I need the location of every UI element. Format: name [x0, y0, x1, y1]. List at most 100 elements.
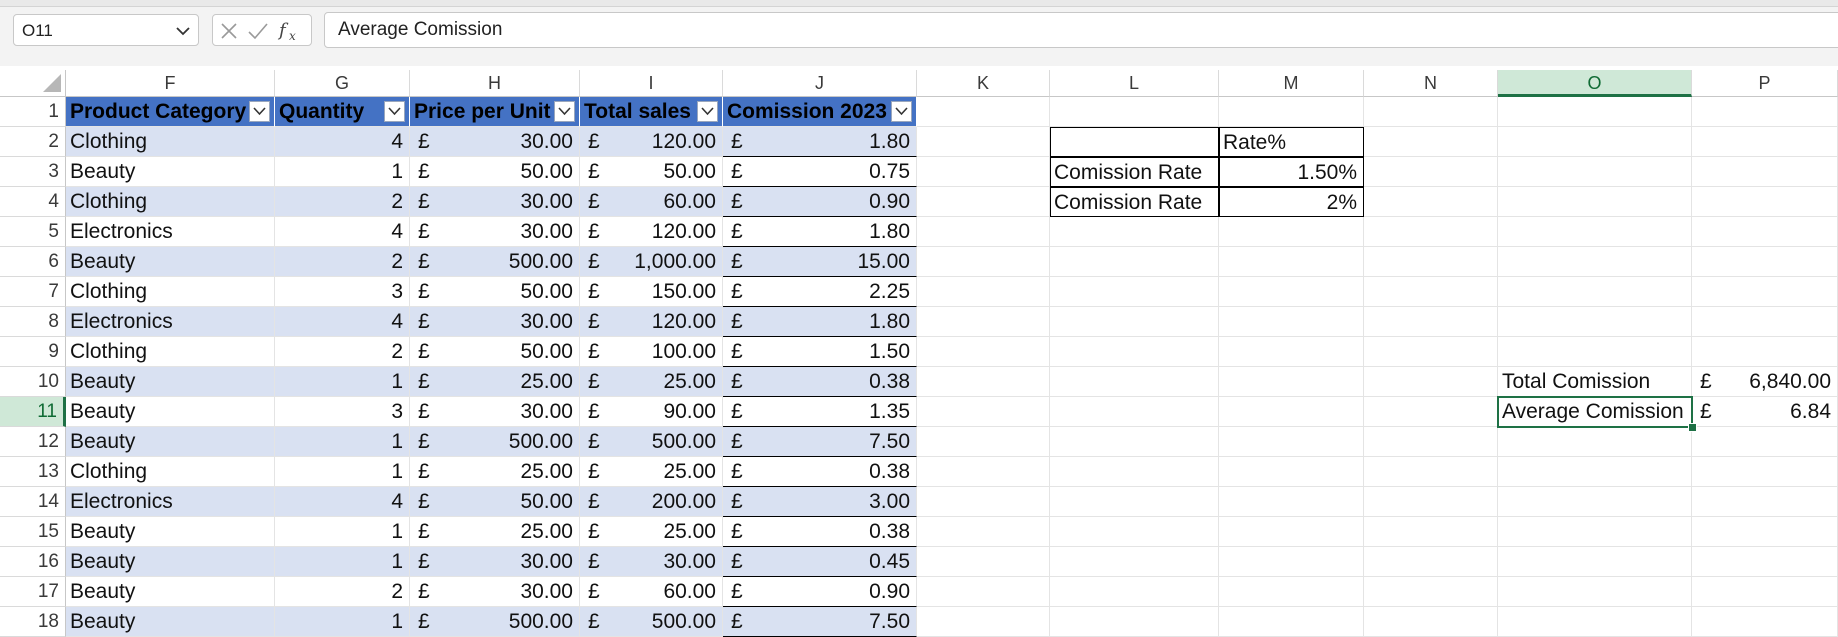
grid-cell[interactable] — [1692, 457, 1838, 487]
table-cell-quantity[interactable]: 1 — [275, 457, 410, 487]
column-header-o[interactable]: O — [1498, 70, 1692, 97]
table-cell-total-sales[interactable]: £1,000.00 — [580, 247, 723, 277]
grid-cell[interactable] — [1692, 277, 1838, 307]
grid-cell[interactable] — [1050, 457, 1219, 487]
grid-cell[interactable] — [917, 307, 1050, 337]
grid-cell[interactable] — [1050, 397, 1219, 427]
grid-cell[interactable] — [1692, 187, 1838, 217]
table-cell-commission[interactable]: £0.90 — [723, 187, 917, 217]
table-cell-total-sales[interactable]: £60.00 — [580, 577, 723, 607]
cancel-icon[interactable] — [219, 22, 239, 40]
column-header-l[interactable]: L — [1050, 70, 1219, 97]
name-box-value[interactable]: O11 — [22, 21, 53, 40]
grid-cell[interactable] — [917, 457, 1050, 487]
grid-cell[interactable] — [1498, 307, 1692, 337]
table-cell-category[interactable]: Clothing — [66, 457, 275, 487]
table-cell-total-sales[interactable]: £25.00 — [580, 517, 723, 547]
total-commission-label-cell[interactable]: Total Comission — [1498, 367, 1692, 397]
total-commission-value-cell[interactable]: £6,840.00 — [1692, 367, 1838, 397]
row-header-5[interactable]: 5 — [0, 217, 66, 247]
grid-cell[interactable] — [1692, 517, 1838, 547]
row-header-2[interactable]: 2 — [0, 127, 66, 157]
column-header-p[interactable]: P — [1692, 70, 1838, 97]
grid-cell[interactable] — [1498, 157, 1692, 187]
grid-cell[interactable] — [1498, 247, 1692, 277]
grid-cell[interactable] — [1050, 367, 1219, 397]
filter-dropdown-button[interactable] — [249, 101, 270, 122]
table-cell-quantity[interactable]: 4 — [275, 487, 410, 517]
rate-value-cell[interactable]: 2% — [1219, 187, 1364, 217]
table-cell-quantity[interactable]: 4 — [275, 217, 410, 247]
table-cell-price[interactable]: £25.00 — [410, 517, 580, 547]
table-cell-quantity[interactable]: 2 — [275, 577, 410, 607]
table-cell-total-sales[interactable]: £200.00 — [580, 487, 723, 517]
table-cell-price[interactable]: £50.00 — [410, 487, 580, 517]
table-cell-category[interactable]: Beauty — [66, 517, 275, 547]
row-header-6[interactable]: 6 — [0, 247, 66, 277]
grid-cell[interactable] — [1219, 97, 1364, 127]
table-header-cell[interactable]: Price per Unit — [410, 97, 580, 127]
grid-cell[interactable] — [917, 97, 1050, 127]
grid-cell[interactable] — [1364, 607, 1498, 637]
grid-cell[interactable] — [1050, 277, 1219, 307]
table-cell-total-sales[interactable]: £500.00 — [580, 607, 723, 637]
rate-value-cell[interactable]: 1.50% — [1219, 157, 1364, 187]
table-cell-category[interactable]: Electronics — [66, 217, 275, 247]
table-cell-price[interactable]: £30.00 — [410, 187, 580, 217]
table-cell-price[interactable]: £30.00 — [410, 127, 580, 157]
grid-cell[interactable] — [1498, 487, 1692, 517]
grid-cell[interactable] — [917, 127, 1050, 157]
grid-cell[interactable] — [1050, 607, 1219, 637]
table-cell-quantity[interactable]: 1 — [275, 517, 410, 547]
grid-cell[interactable] — [1219, 487, 1364, 517]
table-cell-quantity[interactable]: 1 — [275, 547, 410, 577]
row-header-9[interactable]: 9 — [0, 337, 66, 367]
column-header-m[interactable]: M — [1219, 70, 1364, 97]
row-header-11[interactable]: 11 — [0, 397, 66, 427]
grid-cell[interactable] — [1364, 187, 1498, 217]
table-cell-total-sales[interactable]: £100.00 — [580, 337, 723, 367]
table-cell-total-sales[interactable]: £500.00 — [580, 427, 723, 457]
table-cell-price[interactable]: £30.00 — [410, 397, 580, 427]
grid-cell[interactable] — [1219, 367, 1364, 397]
grid-cell[interactable] — [1219, 547, 1364, 577]
table-cell-quantity[interactable]: 2 — [275, 247, 410, 277]
grid-cell[interactable] — [1498, 127, 1692, 157]
grid-cell[interactable] — [1364, 337, 1498, 367]
grid-cell[interactable] — [917, 217, 1050, 247]
grid-cell[interactable] — [1050, 217, 1219, 247]
rate-label-cell[interactable]: Comission Rate — [1050, 157, 1219, 187]
row-header-15[interactable]: 15 — [0, 517, 66, 547]
filter-dropdown-button[interactable] — [554, 101, 575, 122]
table-cell-total-sales[interactable]: £120.00 — [580, 307, 723, 337]
table-cell-category[interactable]: Electronics — [66, 487, 275, 517]
grid-cell[interactable] — [1364, 427, 1498, 457]
table-cell-category[interactable]: Clothing — [66, 277, 275, 307]
table-cell-commission[interactable]: £3.00 — [723, 487, 917, 517]
grid-cell[interactable] — [1498, 427, 1692, 457]
table-cell-category[interactable]: Clothing — [66, 127, 275, 157]
grid-cell[interactable] — [1498, 97, 1692, 127]
grid-cell[interactable] — [1692, 97, 1838, 127]
grid-cell[interactable] — [1692, 157, 1838, 187]
grid-cell[interactable] — [1692, 607, 1838, 637]
table-cell-total-sales[interactable]: £120.00 — [580, 217, 723, 247]
rate-table-header[interactable]: Rate% — [1219, 127, 1364, 157]
rate-table-corner[interactable] — [1050, 127, 1219, 157]
grid-cell[interactable] — [1692, 247, 1838, 277]
grid-cell[interactable] — [917, 427, 1050, 457]
row-header-13[interactable]: 13 — [0, 457, 66, 487]
table-cell-total-sales[interactable]: £30.00 — [580, 547, 723, 577]
grid-cell[interactable] — [1050, 247, 1219, 277]
grid-cell[interactable] — [1498, 517, 1692, 547]
grid-cell[interactable] — [1364, 157, 1498, 187]
row-header-18[interactable]: 18 — [0, 607, 66, 637]
name-box[interactable]: O11 — [13, 14, 199, 46]
table-cell-price[interactable]: £25.00 — [410, 457, 580, 487]
chevron-down-icon[interactable] — [174, 22, 192, 40]
grid-cell[interactable] — [1364, 127, 1498, 157]
grid-cell[interactable] — [1364, 577, 1498, 607]
grid-cell[interactable] — [917, 487, 1050, 517]
table-cell-commission[interactable]: £1.80 — [723, 307, 917, 337]
